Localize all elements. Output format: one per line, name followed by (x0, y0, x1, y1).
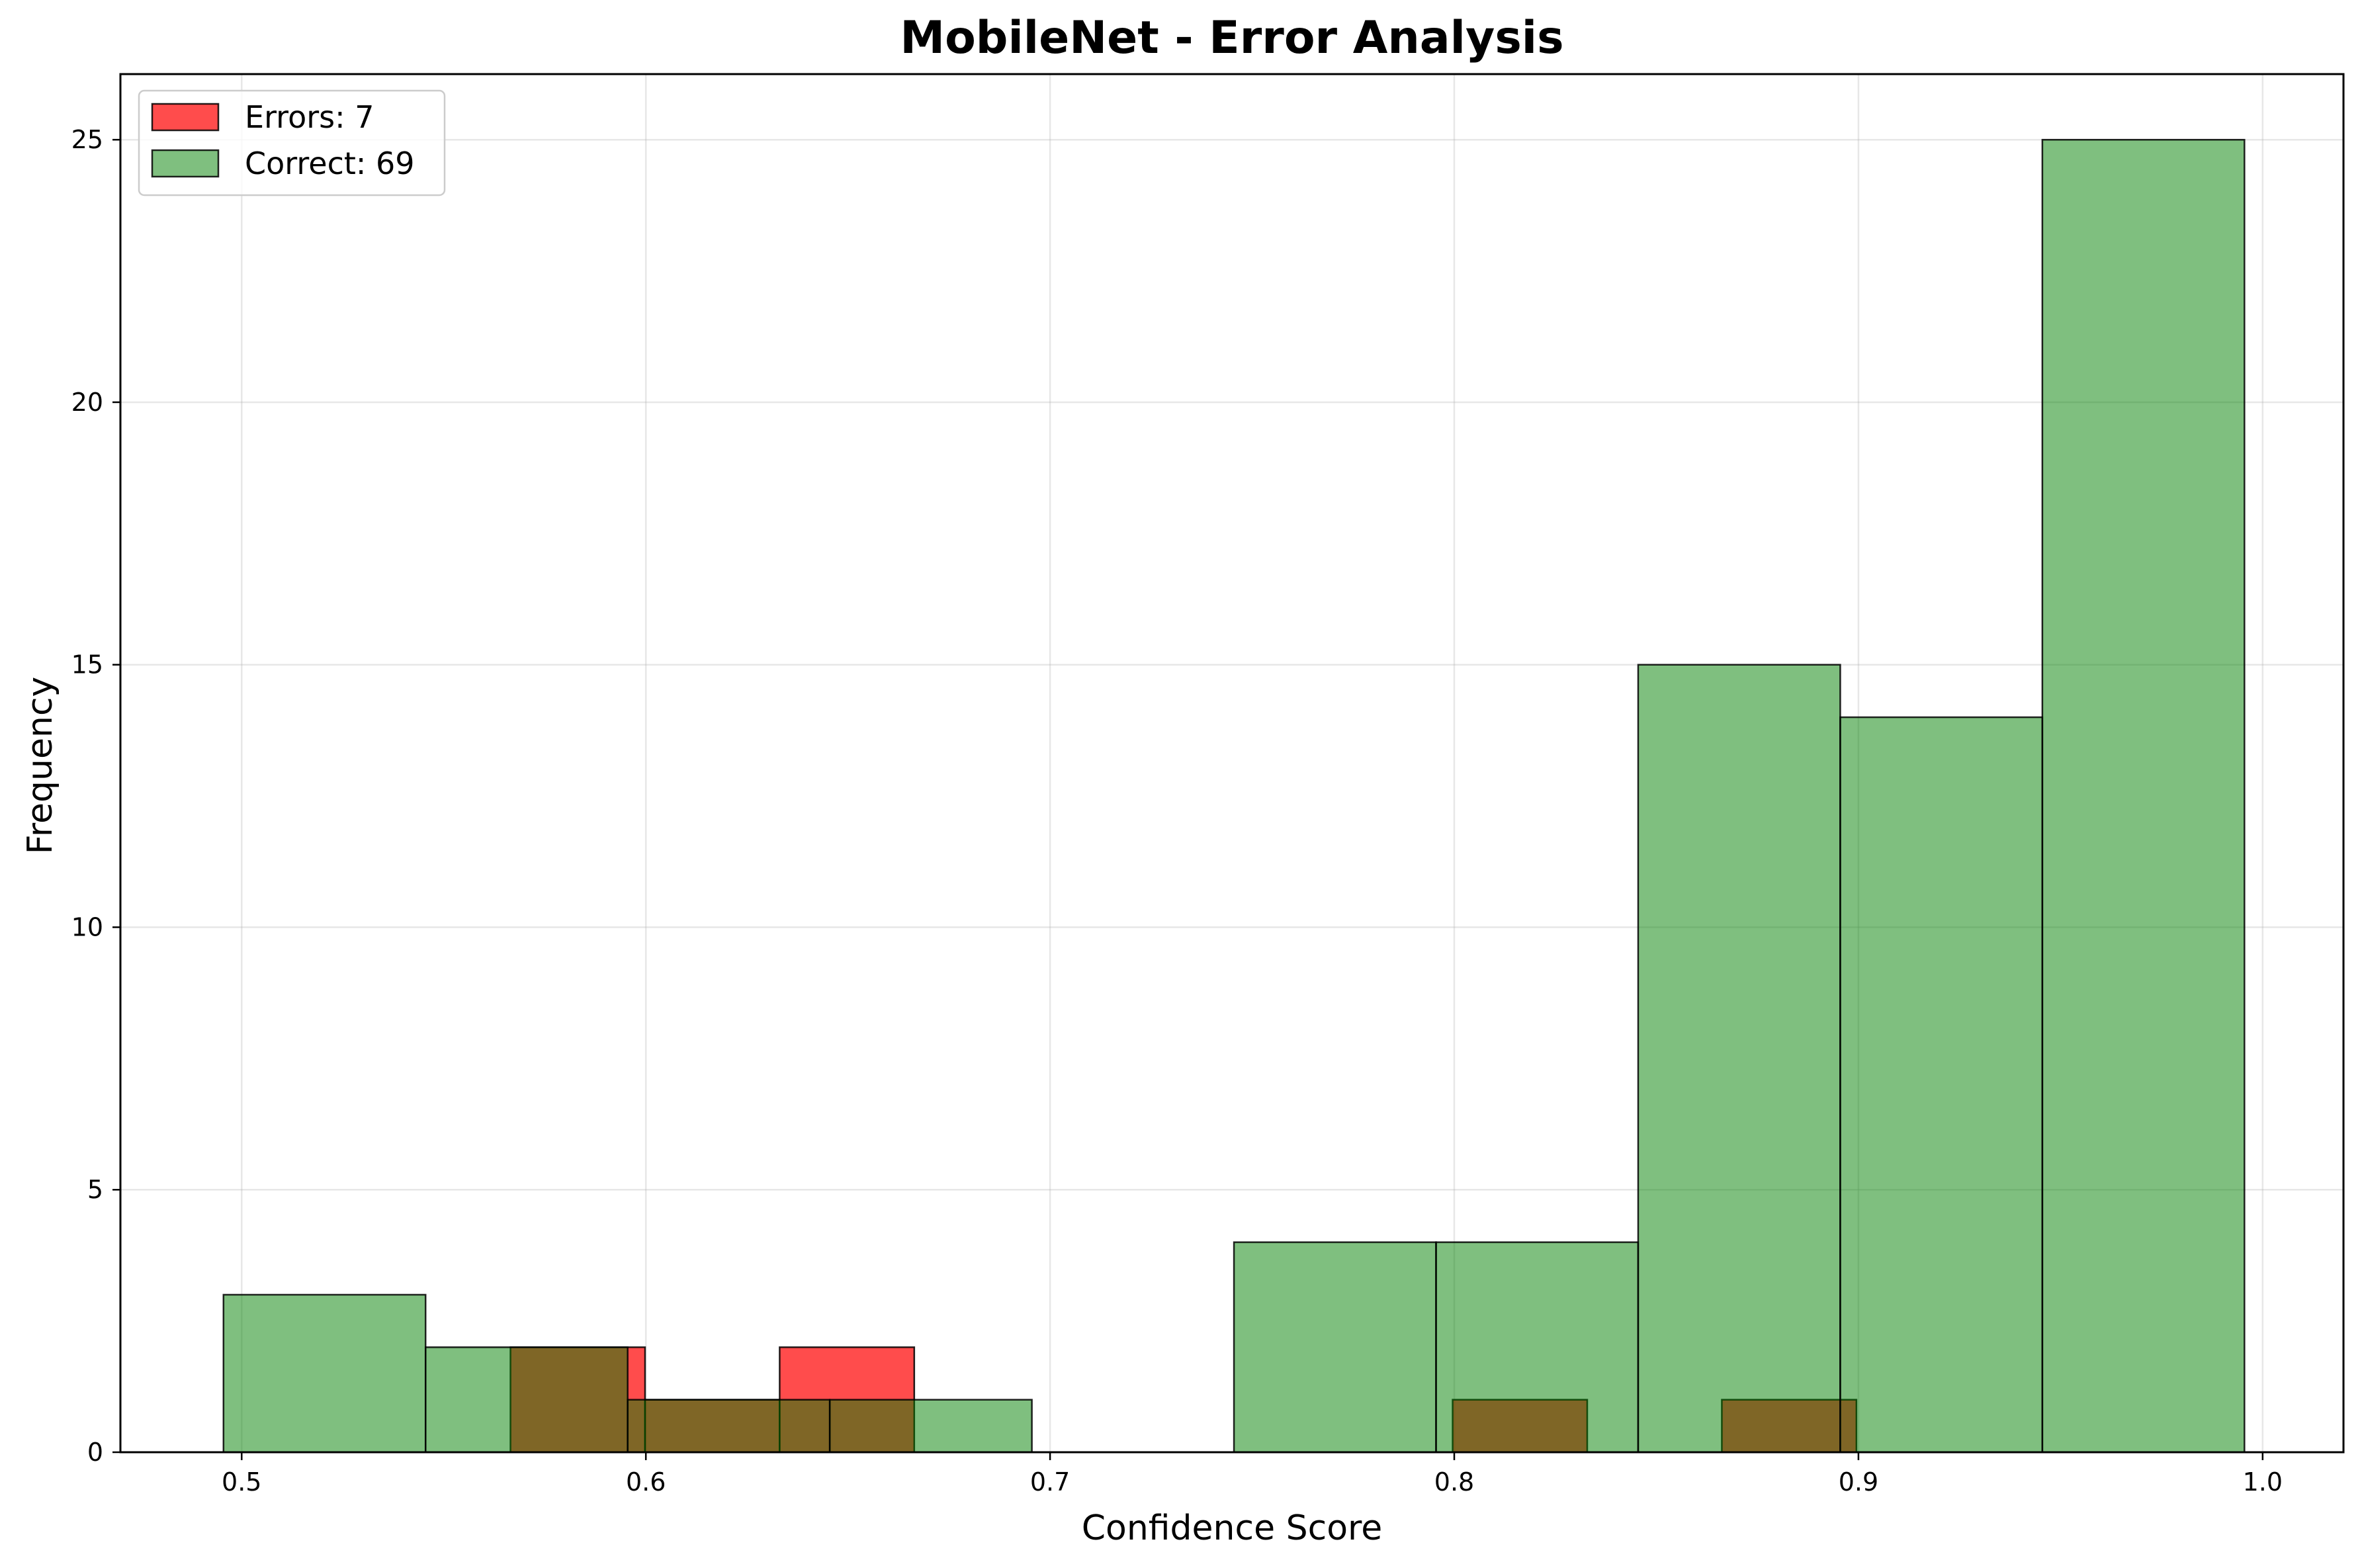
x-tick-label-5: 1.0 (2243, 1467, 2283, 1497)
y-axis-label: Frequency (21, 677, 60, 855)
y-tick-label-1: 5 (87, 1175, 103, 1204)
legend-label-0: Errors: 7 (245, 99, 374, 135)
y-axis-ticks: 0 5 10 15 20 25 (71, 125, 120, 1467)
y-tick-label-5: 25 (71, 125, 103, 154)
y-tick-label-3: 15 (71, 650, 103, 679)
bar-1-1 (424, 1346, 629, 1454)
bar-1-6 (1435, 1241, 1640, 1454)
bar-1-9 (2041, 138, 2246, 1454)
bars (222, 138, 2246, 1454)
legend-swatch-0 (151, 103, 220, 132)
x-axis-ticks: 0.5 0.6 0.7 0.8 0.9 1.0 (222, 1452, 2283, 1497)
bar-1-7 (1637, 664, 1841, 1454)
x-tick-label-4: 0.9 (1839, 1467, 1878, 1497)
x-tick-label-1: 0.6 (626, 1467, 666, 1497)
x-axis-label: Confidence Score (1082, 1508, 1383, 1548)
bar-1-5 (1233, 1241, 1437, 1454)
bar-1-3 (828, 1399, 1033, 1454)
bar-1-8 (1839, 716, 2044, 1454)
legend: Errors: 7 Correct: 69 (138, 89, 446, 196)
x-tick-label-2: 0.7 (1030, 1467, 1070, 1497)
legend-label-1: Correct: 69 (245, 146, 415, 181)
y-tick-label-2: 10 (71, 912, 103, 941)
x-tick-label-0: 0.5 (222, 1467, 261, 1497)
plot-frame (119, 73, 2345, 1454)
y-tick-label-0: 0 (87, 1438, 103, 1467)
bar-1-2 (627, 1399, 831, 1454)
y-tick-label-4: 20 (71, 388, 103, 417)
legend-swatch-1 (151, 149, 220, 178)
x-tick-label-3: 0.8 (1434, 1467, 1474, 1497)
bar-1-0 (222, 1293, 427, 1454)
chart-title: MobileNet - Error Analysis (900, 12, 1563, 64)
series-1 (222, 138, 2246, 1454)
